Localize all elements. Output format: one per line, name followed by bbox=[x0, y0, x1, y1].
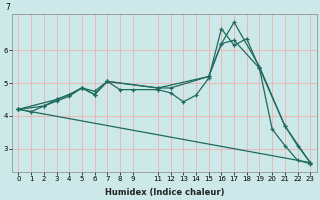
Text: 7: 7 bbox=[6, 3, 11, 12]
X-axis label: Humidex (Indice chaleur): Humidex (Indice chaleur) bbox=[105, 188, 224, 197]
